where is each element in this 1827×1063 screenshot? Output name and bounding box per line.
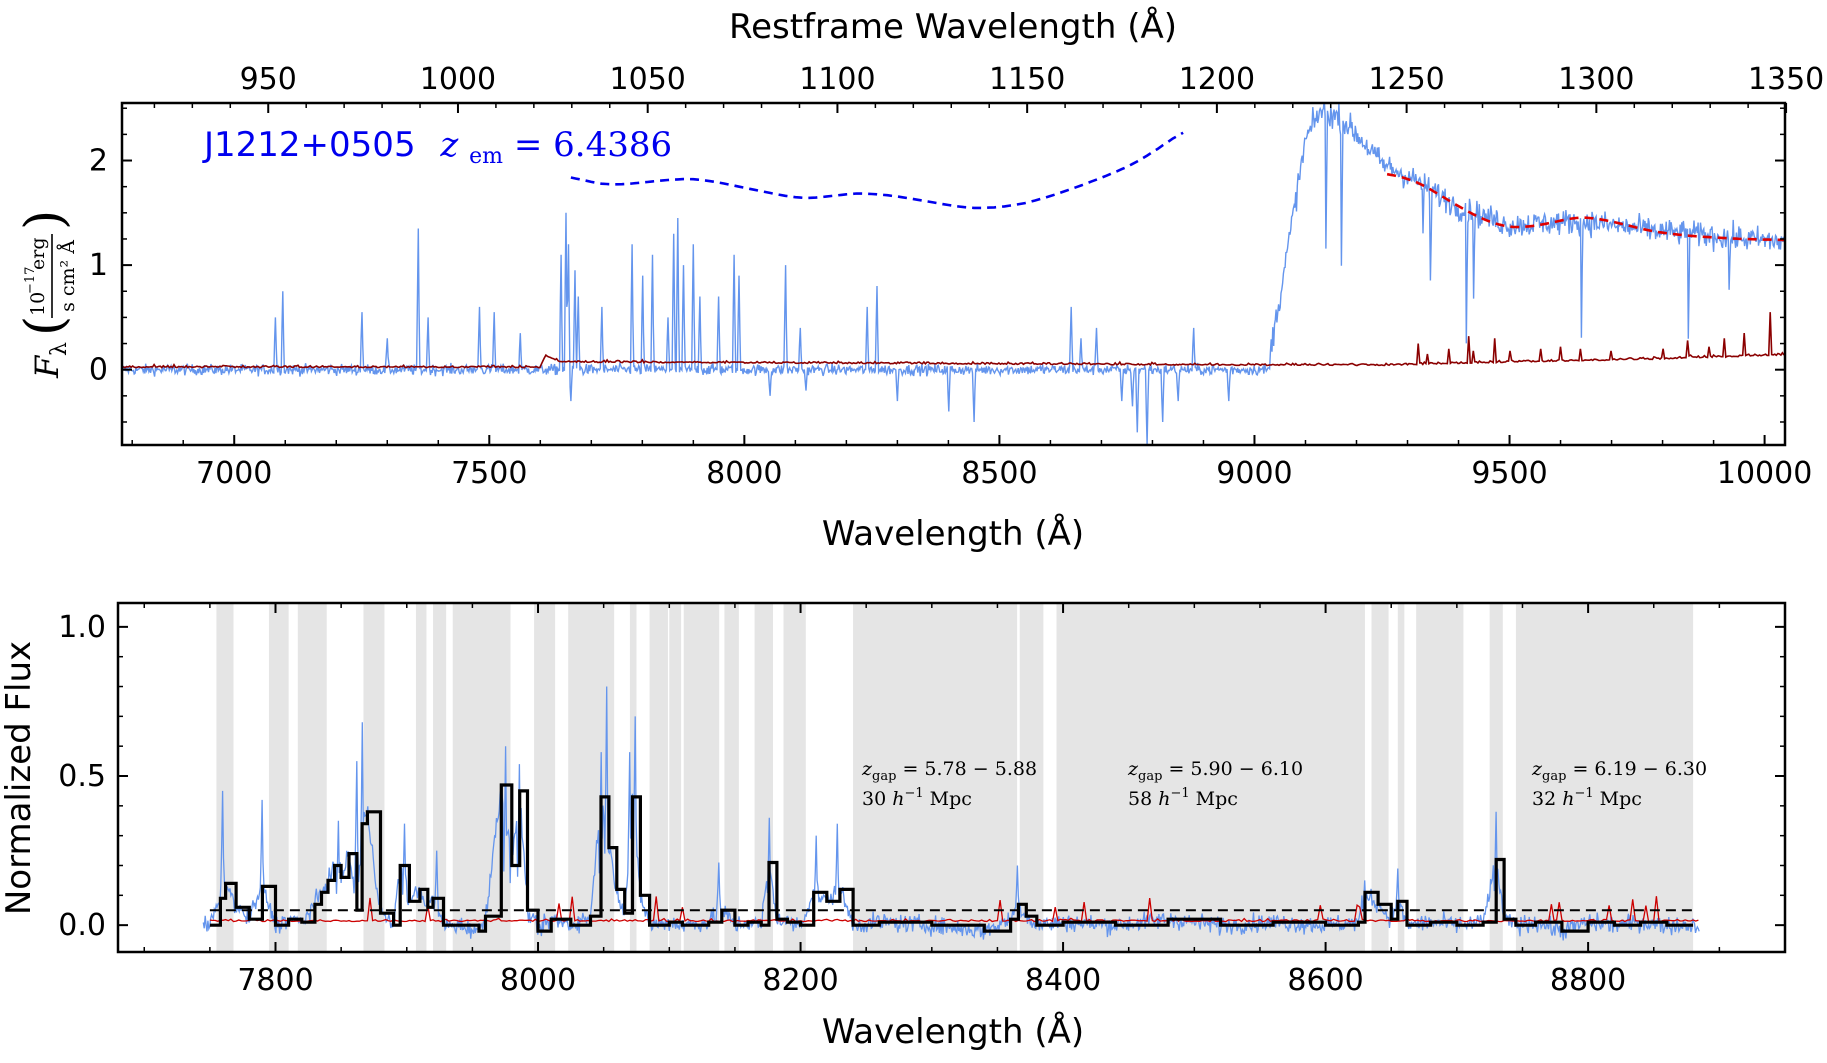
gap-band-1 [268, 603, 289, 952]
restframe-axis-title: Restframe Wavelength (Å) [729, 6, 1177, 47]
restframe-tick-label-7: 1300 [1558, 62, 1634, 97]
bottom-transmission-panel: 7800 8000 8200 8400 8600 8800 0.0 0.5 1.0 Wavele… [0, 601, 1787, 1052]
gap-band-7 [534, 603, 556, 952]
gap-1-zrange: zgap = 5.78 − 5.88 [861, 758, 1037, 784]
top-xlabel: Wavelength (Å) [822, 513, 1084, 554]
gap-band-8 [568, 603, 615, 952]
gap-band-17 [1019, 603, 1044, 952]
bottom-xtick-label-2: 8200 [762, 963, 838, 998]
bottom-xtick-label-0: 7800 [237, 963, 313, 998]
ylabel-open-paren: ( [15, 316, 75, 336]
gap-band-15 [783, 603, 806, 952]
top-ytick-label-1: 1 [89, 248, 108, 283]
top-xtick-label-5: 9500 [1471, 456, 1547, 491]
ylabel-close-paren: ) [15, 210, 75, 230]
binned-flux-step [209, 783, 1694, 933]
restframe-tick-label-3: 1100 [799, 62, 875, 97]
restframe-tick-label-5: 1200 [1179, 62, 1255, 97]
continuum-red-dashed [1386, 172, 1785, 242]
top-ytick-label-0: 0 [89, 353, 108, 388]
ylabel-subscript: λ [47, 342, 72, 356]
gap-band-9 [629, 603, 637, 952]
top-xtick-label-0: 7000 [196, 456, 272, 491]
ylabel-numerator: 10 [27, 292, 49, 316]
top-xtick-label-1: 7500 [451, 456, 527, 491]
top-xtick-label-6: 10000 [1717, 456, 1812, 491]
top-xtick-label-4: 9000 [1216, 456, 1292, 491]
restframe-tick-label-4: 1150 [989, 62, 1065, 97]
bottom-ytick-label-1: 0.5 [58, 759, 106, 794]
top-ylabel: F λ ( 10 −17 erg s cm² Å ) [15, 210, 79, 379]
gap-band-13 [724, 603, 739, 952]
gap-band-22 [1489, 603, 1503, 952]
bottom-plot-area [202, 603, 1700, 952]
gap-band-23 [1515, 603, 1694, 952]
gap-band-20 [1397, 603, 1405, 952]
object-z: z [439, 125, 459, 165]
bottom-xtick-label-3: 8400 [1025, 963, 1101, 998]
top-xtick-label-2: 8000 [706, 456, 782, 491]
bottom-ticks: 7800 8000 8200 8400 8600 8800 0.0 0.5 1.0 [58, 603, 1785, 998]
gap-band-12 [683, 603, 720, 952]
object-name: J1212+0505 [202, 125, 416, 165]
top-spectrum-panel: 7000 7500 8000 8500 9000 9500 10000 950 1000 1050… [15, 6, 1824, 554]
top-ytick-label-2: 2 [89, 144, 108, 179]
top-plot-area [122, 103, 1785, 445]
bottom-error-series [209, 896, 1699, 923]
bottom-ytick-label-2: 1.0 [58, 610, 106, 645]
top-error-series [122, 312, 1785, 369]
restframe-tick-label-0: 950 [240, 62, 297, 97]
bottom-ylabel: Normalized Flux [0, 641, 39, 915]
gap-band-16 [853, 603, 1018, 952]
restframe-tick-label-1: 1000 [420, 62, 496, 97]
gap-3-scale: 32 h−1 Mpc [1532, 786, 1642, 810]
ylabel-unit-top: erg [27, 238, 49, 271]
gap-band-19 [1371, 603, 1389, 952]
continuum-blue-dashed [570, 131, 1184, 210]
gap-band-21 [1416, 603, 1464, 952]
gap-band-11 [669, 603, 682, 952]
restframe-tick-label-8: 1350 [1748, 62, 1824, 97]
gap-3-zrange: zgap = 6.19 − 6.30 [1531, 758, 1707, 784]
ylabel-exponent: −17 [23, 267, 38, 294]
gap-annotation-2: zgap = 5.90 − 6.10 58 h−1 Mpc [1127, 758, 1303, 810]
top-flux-series [122, 103, 1785, 445]
ylabel-denominator: s cm² Å [57, 240, 79, 312]
bottom-ytick-label-0: 0.0 [58, 908, 106, 943]
object-equals: = [514, 125, 553, 165]
gap-1-scale: 30 h−1 Mpc [862, 786, 972, 810]
bottom-xlabel: Wavelength (Å) [822, 1011, 1084, 1052]
object-z-subscript: em [469, 144, 503, 169]
bottom-xtick-label-5: 8800 [1550, 963, 1626, 998]
gap-2-scale: 58 h−1 Mpc [1128, 786, 1238, 810]
gap-band-10 [649, 603, 668, 952]
top-axes-frame [120, 101, 1787, 447]
restframe-tick-label-2: 1050 [610, 62, 686, 97]
top-ticks: 7000 7500 8000 8500 9000 9500 10000 950 1000 1050… [89, 62, 1824, 491]
gap-annotation-3: zgap = 6.19 − 6.30 32 h−1 Mpc [1531, 758, 1707, 810]
gap-annotation-1: zgap = 5.78 − 5.88 30 h−1 Mpc [861, 758, 1037, 810]
restframe-tick-label-6: 1250 [1368, 62, 1444, 97]
bottom-xtick-label-4: 8600 [1287, 963, 1363, 998]
ylabel-symbol: F [28, 354, 66, 379]
bottom-xtick-label-1: 8000 [500, 963, 576, 998]
object-z-value: 6.4386 [553, 125, 672, 165]
top-xtick-label-3: 8500 [961, 456, 1037, 491]
gap-band-18 [1056, 603, 1365, 952]
object-annotation: J1212+0505 z em = 6.4386 [202, 125, 672, 172]
gap-2-zrange: zgap = 5.90 − 6.10 [1127, 758, 1303, 784]
bottom-axes-frame [116, 601, 1787, 954]
gap-band-4 [415, 603, 427, 952]
